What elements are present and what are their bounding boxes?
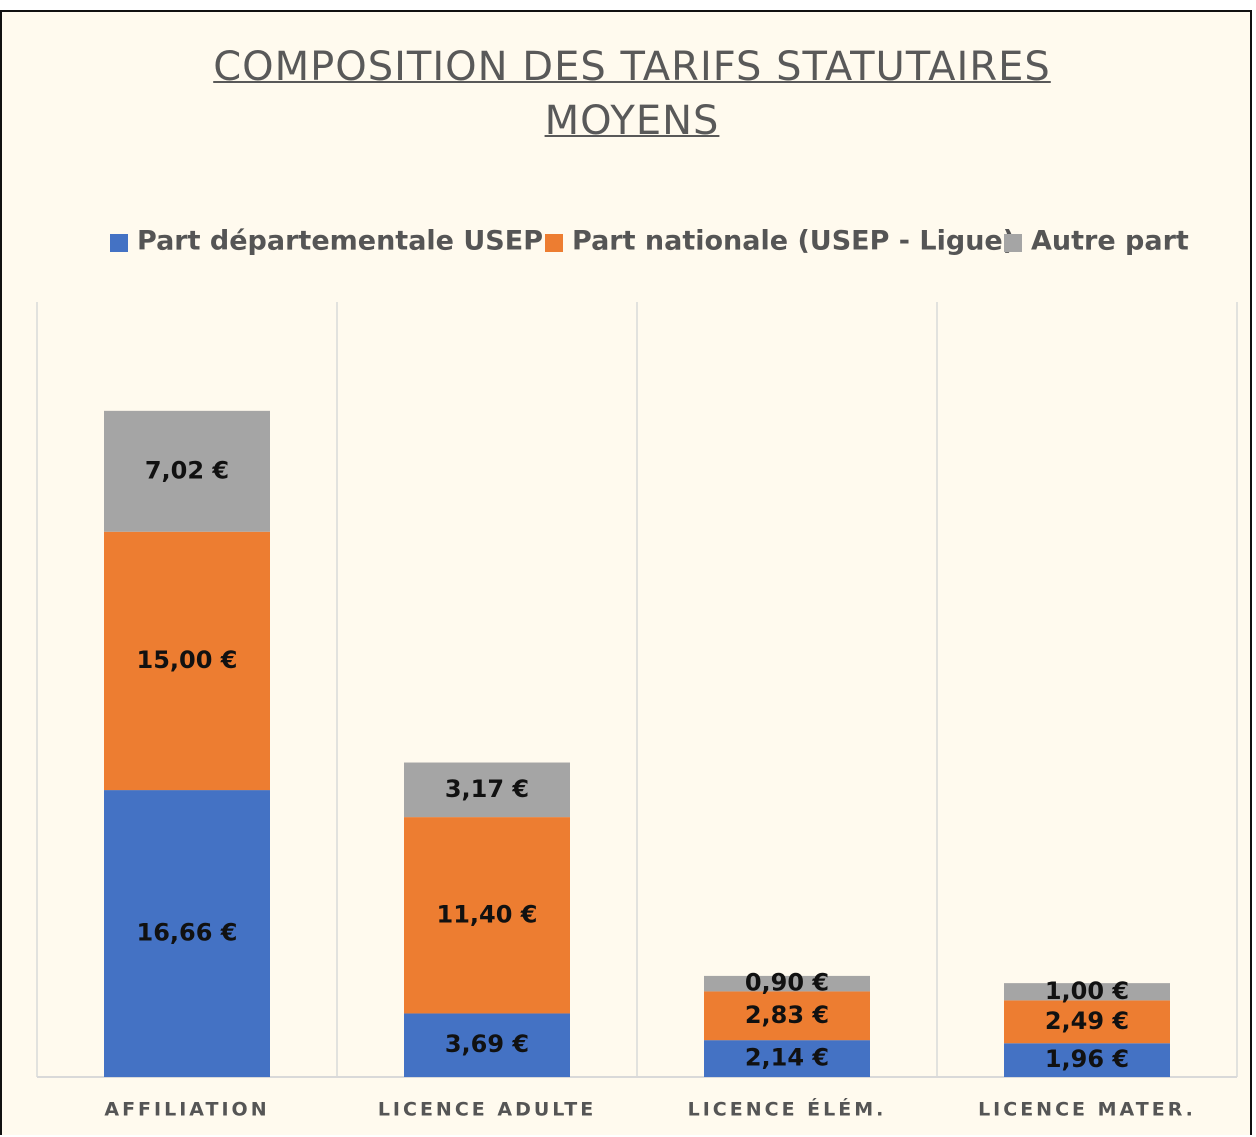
x-tick-label: LICENCE MATER. — [978, 1099, 1196, 1121]
bar-segment — [404, 817, 570, 1014]
chart: Part départementale USEP Part nationale (… — [36, 226, 1238, 1121]
bar-segment — [104, 790, 270, 1077]
value-label: 0,90 € — [745, 969, 829, 997]
legend-swatch — [545, 234, 563, 252]
value-label: 2,49 € — [1045, 1007, 1129, 1035]
x-tick-label: AFFILIATION — [104, 1099, 269, 1121]
bar-segment — [404, 1013, 570, 1077]
x-tick-label: LICENCE ÉLÉM. — [688, 1098, 887, 1121]
value-label: 2,14 € — [745, 1044, 829, 1072]
bar-segment — [704, 1040, 870, 1077]
value-label: 1,00 € — [1045, 977, 1129, 1005]
bar-segment — [404, 762, 570, 818]
bar-segment — [704, 975, 870, 992]
legend-label: Part départementale USEP — [137, 226, 543, 257]
bar-segment — [1004, 1043, 1170, 1077]
value-label: 2,83 € — [745, 1001, 829, 1029]
bar-segment — [1004, 983, 1170, 1001]
x-tick-label: LICENCE ADULTE — [378, 1099, 596, 1121]
bar-segment — [1004, 1000, 1170, 1044]
bar-segment — [704, 991, 870, 1041]
chart-frame: COMPOSITION DES TARIFS STATUTAIRES MOYEN… — [0, 10, 1252, 1135]
bar-segment — [104, 531, 270, 791]
legend-swatch — [1004, 234, 1022, 252]
value-label: 7,02 € — [145, 456, 229, 484]
value-label: 1,96 € — [1045, 1045, 1129, 1073]
value-label: 11,40 € — [437, 900, 538, 928]
legend-label: Autre part — [1031, 226, 1189, 257]
legend-label: Part nationale (USEP - Ligue) — [572, 226, 1015, 257]
chart-title: COMPOSITION DES TARIFS STATUTAIRES MOYEN… — [213, 44, 1051, 144]
value-label: 15,00 € — [137, 646, 238, 674]
value-label: 16,66 € — [137, 919, 238, 947]
legend-swatch — [110, 234, 128, 252]
value-label: 3,17 € — [445, 775, 529, 803]
value-label: 3,69 € — [445, 1030, 529, 1058]
bar-segment — [104, 410, 270, 532]
